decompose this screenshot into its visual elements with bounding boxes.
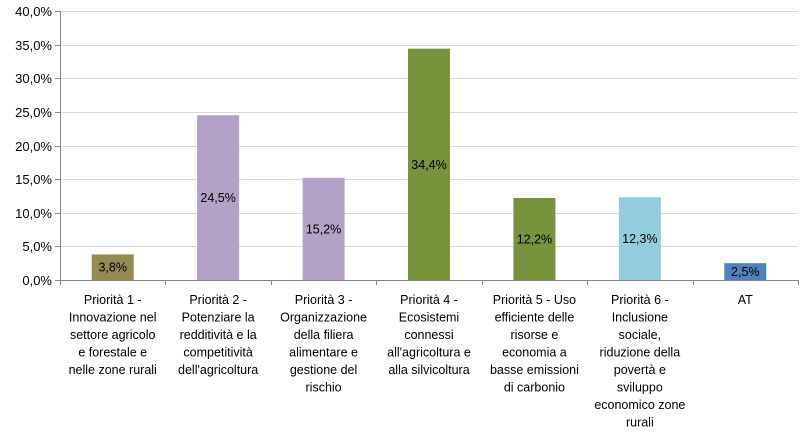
bar bbox=[302, 177, 345, 280]
x-tick-label: Inclusione bbox=[612, 311, 668, 325]
x-tick-label: Priorità 5 - Uso bbox=[493, 293, 576, 307]
x-tick-label: competitività bbox=[183, 346, 253, 360]
data-label: 3,8% bbox=[98, 261, 127, 275]
x-tick-label: Priorità 3 - bbox=[295, 293, 353, 307]
x-tick-label: gestione del bbox=[290, 363, 357, 377]
bar bbox=[618, 197, 661, 280]
x-tick-label: Organizzazione bbox=[280, 311, 367, 325]
bar bbox=[724, 263, 767, 280]
x-tick-label: connessi bbox=[404, 328, 453, 342]
data-label: 34,4% bbox=[411, 158, 446, 172]
x-tick-label: sviluppo bbox=[617, 381, 663, 395]
x-axis: Priorità 1 - Innovazione nel settore agric… bbox=[60, 280, 799, 430]
x-tick-label: efficiente delle bbox=[495, 311, 575, 325]
y-tick-label: 25,0% bbox=[15, 105, 52, 120]
x-tick-label: AT bbox=[738, 293, 753, 307]
x-tick-label: risorse e bbox=[510, 328, 558, 342]
y-tick-label: 0,0% bbox=[22, 273, 52, 288]
bar bbox=[408, 48, 450, 280]
x-tick-label: settore agricolo bbox=[70, 328, 156, 342]
data-label: 12,2% bbox=[517, 232, 552, 246]
bar bbox=[513, 197, 556, 280]
x-tick-label: della filiera bbox=[294, 328, 354, 342]
data-label: 2,5% bbox=[731, 265, 760, 279]
data-label: 12,3% bbox=[622, 232, 657, 246]
x-tick-label: Priorità 4 - bbox=[400, 293, 458, 307]
bar bbox=[197, 115, 240, 280]
y-tick-label: 20,0% bbox=[15, 139, 52, 154]
y-tick-label: 5,0% bbox=[22, 239, 52, 254]
y-tick-label: 35,0% bbox=[15, 38, 52, 53]
x-tick-label: Priorità 1 - bbox=[84, 293, 142, 307]
x-tick-label: economia a bbox=[502, 346, 567, 360]
x-tick-label: Innovazione nel bbox=[69, 311, 157, 325]
x-tick-label: sociale, bbox=[619, 328, 661, 342]
bars bbox=[91, 48, 767, 280]
bar bbox=[91, 254, 134, 280]
y-axis: 0,0% 5,0% 10,0% 15,0% 20,0% 25,0% 30,0% 35,0% 40… bbox=[15, 4, 61, 288]
y-tick-label: 10,0% bbox=[15, 206, 52, 221]
data-labels: 3,8% 24,5% 15,2% 34,4% 12,2% 12,3% 2,5% bbox=[98, 158, 759, 279]
x-tick-label: redditività e la bbox=[180, 328, 257, 342]
y-tick-label: 40,0% bbox=[15, 4, 52, 19]
x-tick-label: povertà e bbox=[614, 363, 666, 377]
x-tick-label: alla silvicoltura bbox=[388, 363, 469, 377]
x-tick-label: di carbonio bbox=[504, 381, 565, 395]
y-tick-label: 15,0% bbox=[15, 172, 52, 187]
x-tick-label: nelle zone rurali bbox=[69, 363, 157, 377]
x-tick-label: Priorità 2 - bbox=[189, 293, 247, 307]
x-tick-label: Priorità 6 - bbox=[611, 293, 669, 307]
x-tick-label: rurali bbox=[626, 416, 654, 430]
x-tick-label: riduzione della bbox=[600, 346, 681, 360]
data-label: 24,5% bbox=[200, 191, 235, 205]
x-tick-label: basse emissioni bbox=[490, 363, 579, 377]
data-label: 15,2% bbox=[306, 222, 341, 236]
x-tick-label: rischio bbox=[306, 381, 342, 395]
x-tick-label: economico zone bbox=[594, 398, 685, 412]
x-tick-label: all'agricoltura e bbox=[387, 346, 471, 360]
x-tick-label: Potenziare la bbox=[182, 311, 255, 325]
x-tick-label: e forestale e bbox=[78, 346, 147, 360]
x-tick-label: alimentare e bbox=[289, 346, 358, 360]
x-tick-label: dell'agricoltura bbox=[178, 363, 258, 377]
y-tick-label: 30,0% bbox=[15, 71, 52, 86]
x-tick-label: Ecosistemi bbox=[399, 311, 459, 325]
